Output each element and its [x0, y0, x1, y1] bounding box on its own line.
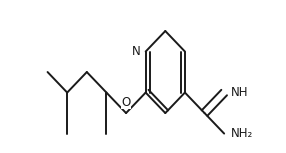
Text: NH: NH: [231, 86, 249, 99]
Text: N: N: [132, 45, 140, 58]
Text: NH₂: NH₂: [231, 127, 254, 140]
Text: O: O: [122, 96, 131, 109]
